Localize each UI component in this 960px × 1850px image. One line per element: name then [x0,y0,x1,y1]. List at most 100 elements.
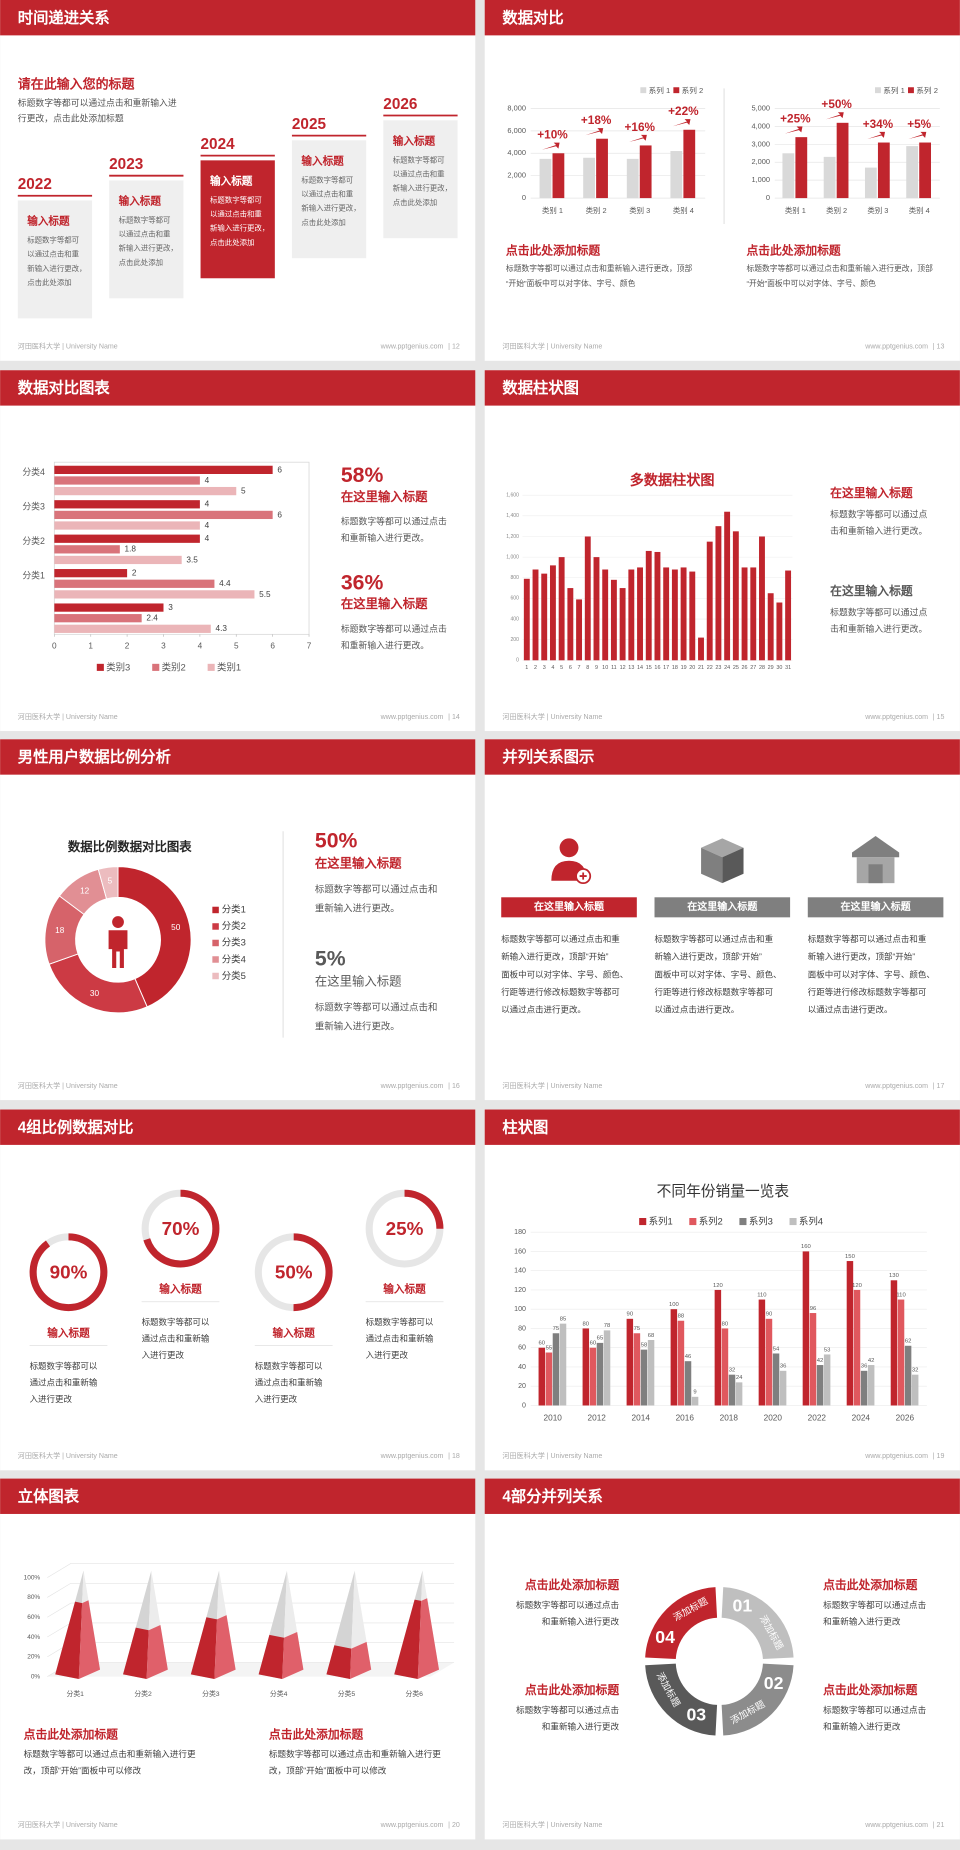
note-line: 标题数字等都可以通过点击 [823,1599,927,1610]
note-title: 点击此处添加标题 [525,1683,619,1697]
ring-label: 50% [275,1261,313,1282]
annotation: +16% [625,121,656,134]
x-tick-label: 2026 [896,1414,915,1423]
bar [610,579,617,661]
bar [602,569,609,661]
x-tick-label: 2012 [588,1414,607,1423]
y-tick-label: 2,000 [507,171,526,180]
bar [647,1340,655,1406]
x-tick-label: 类别 1 [785,205,806,215]
item-line: 以通过点击进行更改。 [655,1005,740,1015]
block-line: 和重新输入进行更改。 [341,639,429,650]
legend-label: 类别2 [162,661,186,672]
arrow [585,128,604,136]
step-line: 以通过点击和重 [210,209,262,219]
header-bar [0,370,476,406]
y-tick-label: 120 [514,1287,526,1294]
bar [714,1289,722,1406]
value-label: 65 [597,1336,604,1342]
person-head [112,916,124,928]
value-label: 68 [648,1333,655,1339]
note-title: 点击此处添加标题 [823,1578,917,1592]
x-tick-label: 1 [525,665,528,671]
y-tick-label: 180 [514,1229,526,1236]
y-tick-label: 60% [27,1614,40,1621]
arrow [826,112,844,120]
value-label: 5.5 [259,590,271,599]
value-label: 60 [590,1341,597,1347]
bar [836,122,849,199]
header-bar [484,739,960,775]
x-tick-label: 21 [698,665,704,671]
legend-label: 类别3 [106,661,130,672]
bar [663,567,670,661]
item-line: 行距等进行修改标题数字等都可 [808,987,927,997]
x-tick-label: 28 [759,665,765,671]
caption-line: 改，顶部“开始”面板中可以修改 [269,1764,387,1775]
item-line: 行距等进行修改标题数字等都可 [655,987,774,997]
value-label: 4 [205,476,210,485]
value-label: 90 [766,1312,773,1318]
footer-school: 河田医科大学 | University Name [502,1081,602,1090]
legend-swatch [639,1218,647,1226]
ring-segment [721,1587,794,1660]
x-tick-label: 26 [742,665,748,671]
x-tick-label: 类别 2 [826,205,847,215]
footer-school: 河田医科大学 | University Name [18,1820,118,1829]
slice-label: 30 [90,989,100,998]
ring-title: 输入标题 [383,1283,426,1296]
x-tick-label: 类别 3 [867,205,888,215]
note-line: 和重新输入进行更改 [542,1721,620,1732]
value-label: 24 [736,1375,743,1381]
note-line: 和重新输入进行更改 [823,1721,901,1732]
step-label: 输入标题 [27,214,70,227]
step-line: 以通过点击和重 [27,249,79,259]
bar [54,545,120,554]
header-bar [484,370,960,406]
step-line: 新输入进行更改， [393,183,452,193]
step-label: 输入标题 [301,154,344,167]
ring-title: 输入标题 [47,1326,90,1339]
pyramid-fill [350,1641,372,1680]
title-button [654,897,791,918]
bar [741,567,748,661]
bar [584,536,591,661]
caption-title: 点击此处添加标题 [746,243,840,257]
footer-school: 河田医科大学 | University Name [18,1081,118,1090]
value-label: 96 [810,1306,817,1312]
slice-label: 18 [55,926,65,935]
footer-school: 河田医科大学 | University Name [502,1451,602,1460]
bar [735,1382,743,1406]
value-label: 100 [669,1302,680,1308]
x-tick-label: 2024 [852,1414,871,1423]
pyramid-fill [123,1627,149,1680]
footer-site: www.pptgenius.com [380,344,444,351]
step-year: 2024 [201,136,236,153]
note-line: 和重新输入进行更改 [542,1616,620,1627]
x-tick-label: 2 [534,665,537,671]
bar [626,158,639,199]
part-number: 01 [733,1596,753,1616]
bar [596,138,608,199]
legend-label: 分类3 [222,937,246,948]
item-line: 行距等进行修改标题数字等都可 [501,987,620,997]
y-tick-label: 160 [514,1248,526,1255]
bar [552,1333,560,1406]
bar [759,536,765,661]
value-label: 58 [641,1342,648,1348]
bar [750,567,757,661]
x-tick-label: 分类3 [202,1689,220,1698]
slide-title: 时间递进关系 [18,9,110,27]
value-label: 1.8 [125,545,137,554]
y-tick-label: 4,000 [752,121,771,130]
footer-site: www.pptgenius.com [864,344,928,351]
y-tick-label: 40 [518,1364,526,1371]
value-label: 36 [780,1364,787,1370]
item-line: 面板中可以对字体、字号、颜色、 [501,969,628,979]
bar [54,521,200,530]
value-label: 150 [845,1254,856,1260]
bar [919,142,932,199]
